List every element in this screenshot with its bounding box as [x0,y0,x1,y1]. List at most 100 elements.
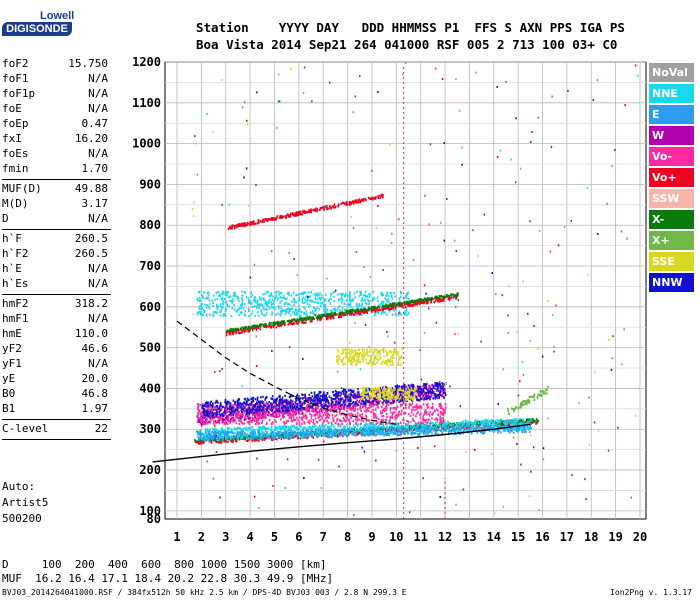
echo-point [293,432,296,435]
echo-point [477,426,480,429]
echo-point [260,432,262,435]
echo-point [322,413,325,417]
echo-point [337,404,340,407]
echo-point [385,433,388,436]
echo-point [391,417,394,420]
echo-point [420,407,423,410]
echo-point [441,382,443,385]
echo-point [241,435,244,438]
param-value: N/A [88,72,108,85]
echo-point [283,422,286,425]
legend-item: X- [649,210,694,229]
echo-point [258,415,261,418]
echo-point [197,411,199,414]
echo-point [493,430,495,433]
echo-point [318,392,321,395]
echo-point [461,426,463,429]
echo-point [252,396,255,399]
echo-point [256,407,259,410]
echo-point [520,421,523,424]
echo-point [448,430,450,433]
echo-point [320,394,322,398]
echo-point [416,391,419,394]
echo-point [324,413,327,416]
echo-point [482,421,484,424]
echo-point [236,427,239,430]
echo-point [321,417,323,421]
echo-point [434,387,436,390]
echo-point [314,414,316,417]
echo-point [373,434,376,437]
echo-point [486,424,489,427]
echo-point [326,406,329,409]
echo-point [396,405,399,408]
echo-point [473,427,475,430]
echo-point [209,403,211,406]
echo-point [439,402,442,405]
echo-point [311,430,314,433]
echo-point [254,403,257,406]
param-separator [2,294,111,295]
echo-point [317,431,319,434]
echo-point [514,427,516,430]
echo-point [227,436,230,439]
echo-point [374,399,376,402]
echo-point [250,434,253,437]
echo-point [322,404,325,407]
echo-point [213,432,215,435]
echo-point [275,402,278,405]
echo-point [496,419,499,422]
echo-point [439,406,442,410]
echo-point [437,387,439,390]
echo-point [201,442,203,445]
echo-point [298,432,301,435]
echo-point [339,408,341,411]
echo-point [374,431,376,434]
echo-point [510,419,512,422]
echo-point [411,402,413,405]
echo-point [206,438,208,441]
echo-point [331,433,334,436]
echo-point [197,441,199,444]
echo-point [426,429,428,432]
legend-item: W [649,126,694,145]
echo-point [377,406,379,409]
param-row: B0 46.8 [2,387,108,401]
echo-point [204,439,206,442]
echo-point [329,430,331,433]
echo-point [328,428,330,431]
echo-point [431,432,433,435]
echo-point [310,420,312,423]
echo-point [367,429,370,432]
echo-point [445,425,448,428]
echo-point [283,428,286,431]
echo-point [513,428,516,431]
echo-point [318,433,320,436]
echo-point [225,434,227,437]
echo-point [240,417,243,420]
echo-point [485,424,487,427]
echo-point [428,384,430,387]
param-row: foF1 N/A [2,72,108,86]
param-row: C-level 22 [2,422,108,436]
echo-point [422,390,425,393]
echo-point [449,429,452,432]
echo-point [320,426,322,429]
echo-point [270,426,273,429]
file-info-footer: BVJ03_2014264041000.RSF / 384fx512h 50 k… [2,588,407,597]
echo-point [423,426,425,429]
echo-point [318,426,320,429]
echo-point [287,428,290,431]
echo-point [493,421,496,425]
echo-point [369,404,372,407]
echo-point [435,430,437,433]
echo-point [436,389,438,392]
echo-point [391,399,394,402]
echo-point [284,432,287,435]
echo-point [418,429,420,432]
echo-point [317,402,320,405]
param-row: B1 1.97 [2,402,108,416]
echo-point [415,408,417,411]
echo-point [430,388,432,391]
echo-point [195,440,197,443]
